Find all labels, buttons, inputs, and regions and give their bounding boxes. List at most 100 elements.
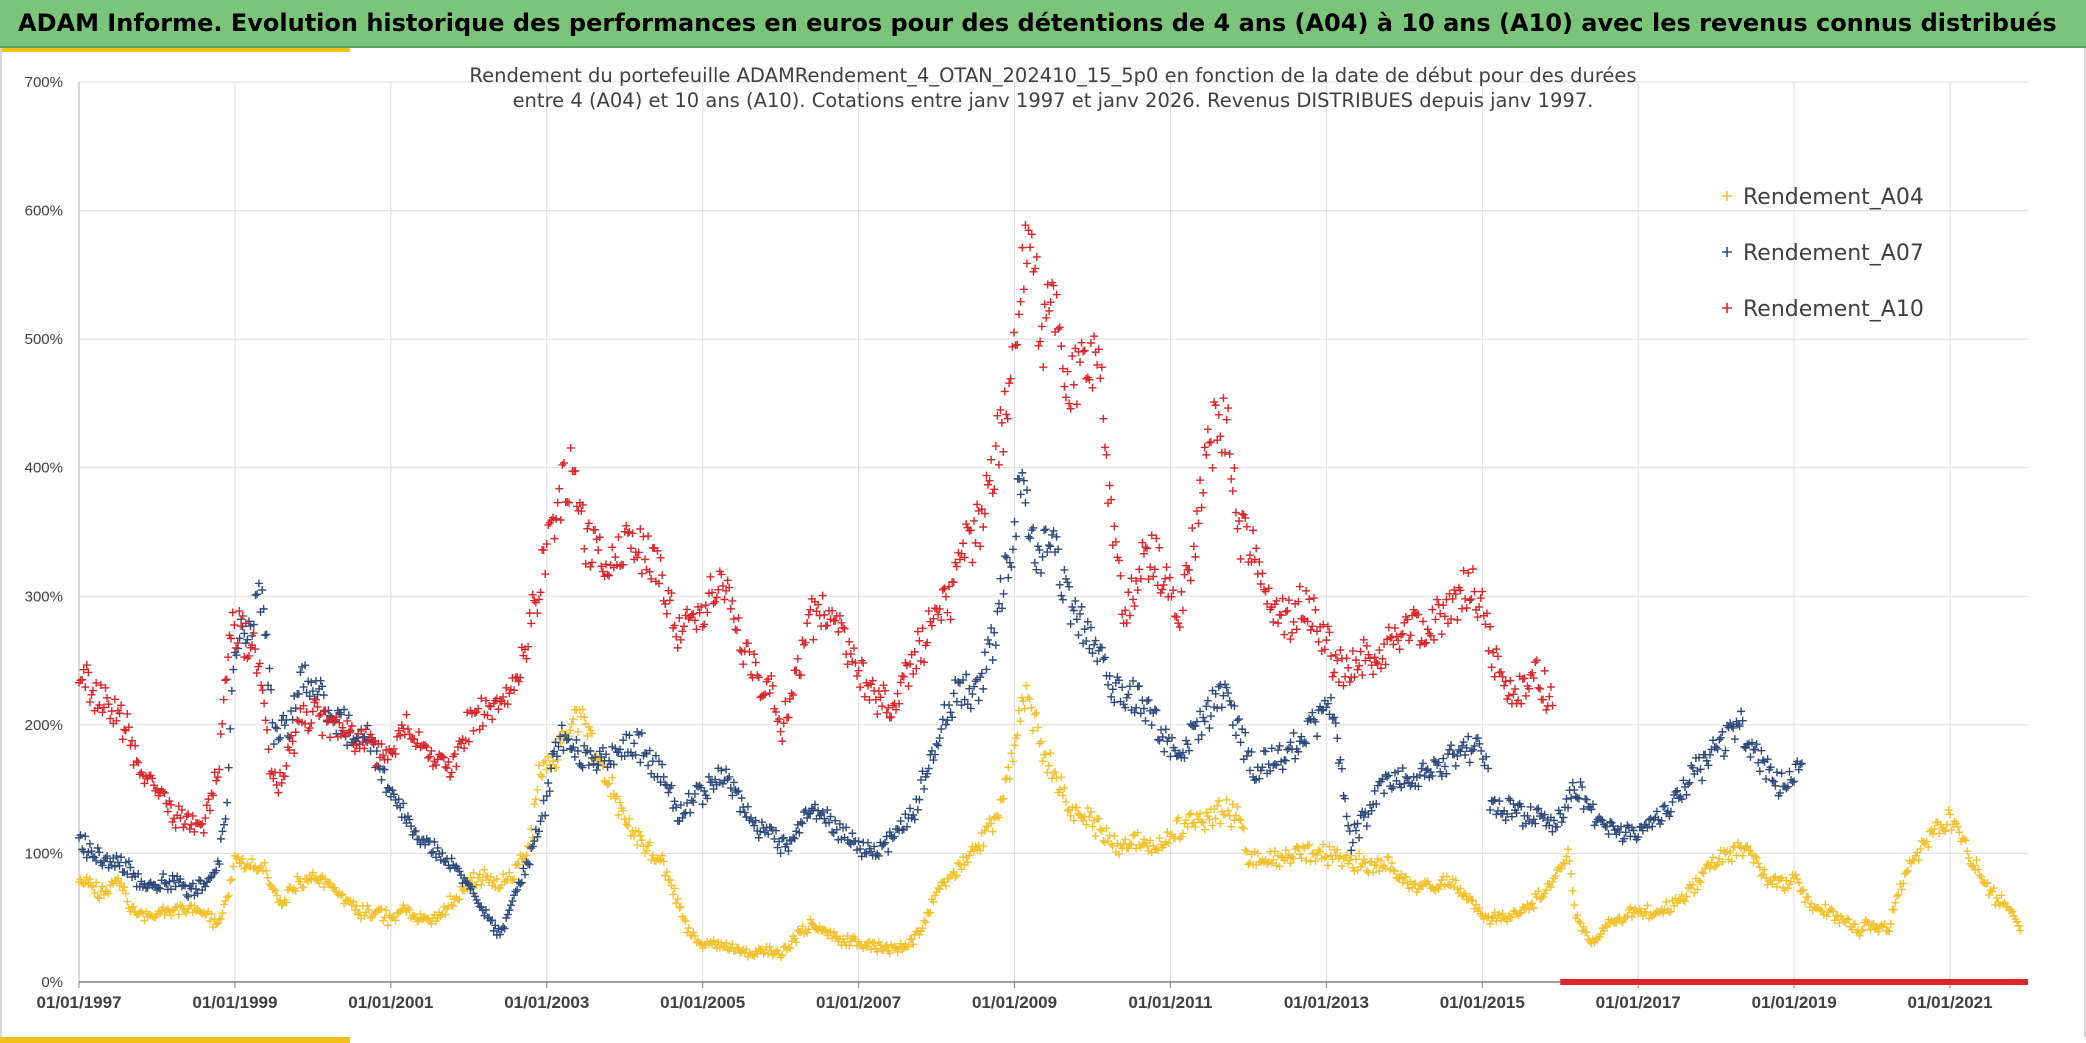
data-point xyxy=(1447,615,1456,624)
data-point xyxy=(1026,243,1035,252)
data-point xyxy=(1252,544,1261,553)
data-point xyxy=(541,570,550,579)
data-point xyxy=(396,731,405,740)
data-point xyxy=(1507,913,1516,922)
data-point xyxy=(736,807,745,816)
data-point xyxy=(800,807,809,816)
data-point xyxy=(904,942,913,951)
data-point xyxy=(1231,508,1240,517)
data-point xyxy=(1258,763,1267,772)
data-point xyxy=(1100,653,1109,662)
data-point xyxy=(1058,595,1067,604)
data-point xyxy=(804,610,813,619)
data-point xyxy=(1032,708,1041,717)
data-point xyxy=(104,889,113,898)
data-point xyxy=(511,887,520,896)
data-point xyxy=(1390,624,1399,633)
data-point xyxy=(1010,741,1019,750)
data-point xyxy=(612,792,621,801)
data-point xyxy=(177,902,186,911)
data-point xyxy=(110,862,119,871)
data-point xyxy=(637,569,646,578)
data-point xyxy=(1334,678,1343,687)
data-point xyxy=(1620,834,1629,843)
data-point xyxy=(1305,714,1314,723)
data-point xyxy=(1523,811,1532,820)
data-point xyxy=(372,761,381,770)
data-point xyxy=(773,946,782,954)
data-point xyxy=(1008,545,1017,554)
data-point xyxy=(550,747,559,756)
data-point xyxy=(1255,557,1264,566)
data-point xyxy=(1133,828,1142,837)
data-point xyxy=(1545,692,1554,701)
data-point xyxy=(662,609,671,618)
data-point xyxy=(1456,747,1465,756)
data-point xyxy=(714,585,723,594)
data-point xyxy=(997,418,1006,427)
data-point xyxy=(1336,646,1345,655)
data-point xyxy=(1052,290,1061,299)
data-point xyxy=(896,817,905,826)
data-point xyxy=(1242,751,1251,760)
data-point xyxy=(1037,322,1046,331)
data-point xyxy=(118,735,127,744)
data-point xyxy=(221,676,230,685)
data-point xyxy=(1038,757,1047,766)
data-point xyxy=(1063,806,1072,815)
legend-label: Rendement_A07 xyxy=(1743,241,1924,266)
data-point xyxy=(924,607,933,616)
data-point xyxy=(1295,582,1304,591)
data-point xyxy=(365,906,374,915)
data-point xyxy=(230,620,239,629)
data-point xyxy=(1236,738,1245,747)
data-point xyxy=(467,882,476,891)
legend-item-A04[interactable]: Rendement_A04 xyxy=(1722,185,1924,210)
data-point xyxy=(271,886,280,895)
data-point xyxy=(319,883,328,892)
data-point xyxy=(785,944,794,953)
data-point xyxy=(1211,689,1220,698)
data-point xyxy=(1564,845,1573,854)
data-point xyxy=(243,635,252,644)
data-point xyxy=(1110,832,1119,841)
data-point xyxy=(1027,230,1036,239)
data-point xyxy=(934,610,943,619)
data-point xyxy=(495,930,504,939)
legend-item-A10[interactable]: Rendement_A10 xyxy=(1722,297,1924,322)
data-point xyxy=(1199,818,1208,827)
data-point xyxy=(1688,763,1697,772)
data-point xyxy=(1788,778,1797,787)
data-point xyxy=(768,681,777,690)
data-point xyxy=(165,877,174,886)
data-point xyxy=(1431,615,1440,624)
data-point xyxy=(963,700,972,709)
data-point xyxy=(1680,897,1689,906)
y-tick-label: 200% xyxy=(25,717,63,734)
data-point xyxy=(980,509,989,518)
data-point xyxy=(1213,704,1222,713)
data-point xyxy=(1097,826,1106,835)
data-point xyxy=(790,934,799,943)
data-point xyxy=(1230,464,1239,473)
data-point xyxy=(1459,890,1468,899)
data-point xyxy=(184,892,193,901)
data-point xyxy=(1288,852,1297,861)
legend-item-A07[interactable]: Rendement_A07 xyxy=(1722,241,1924,266)
data-point xyxy=(1695,753,1704,762)
data-point xyxy=(1206,712,1215,721)
data-point xyxy=(1975,871,1984,880)
data-point xyxy=(474,704,483,713)
data-point xyxy=(455,867,464,876)
data-point xyxy=(92,878,101,887)
data-point xyxy=(1727,722,1736,731)
data-point xyxy=(1066,619,1075,628)
data-point xyxy=(751,658,760,667)
data-point xyxy=(1152,845,1161,854)
data-point xyxy=(103,693,112,702)
data-point xyxy=(1729,723,1738,732)
legend[interactable]: Rendement_A04 Rendement_A07 Rendement_A10 xyxy=(1722,185,1924,322)
data-point xyxy=(750,821,759,830)
data-point xyxy=(1032,252,1041,261)
data-point xyxy=(389,744,398,753)
